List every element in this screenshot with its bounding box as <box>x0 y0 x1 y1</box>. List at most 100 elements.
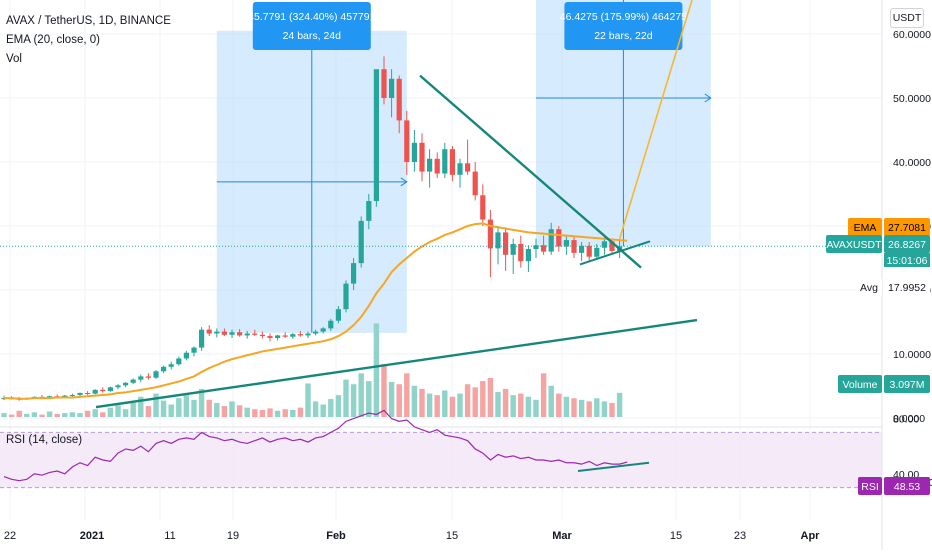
volume-bar <box>373 323 380 417</box>
candle <box>373 69 379 207</box>
candle-body <box>495 232 501 249</box>
volume-bar <box>350 384 357 417</box>
volume-bar <box>312 401 319 417</box>
candle-body <box>480 195 486 220</box>
volume-bar <box>335 395 342 417</box>
candle <box>434 152 440 178</box>
volume-bar <box>510 395 516 417</box>
volume-bar <box>502 388 509 417</box>
volume-bar <box>381 363 387 417</box>
candle-body <box>343 283 349 310</box>
symbol-badge-value: 26.8267 <box>888 239 926 251</box>
candle <box>518 235 524 268</box>
volume-bar <box>259 409 266 417</box>
candle-body <box>563 240 569 247</box>
measure-badge-line2: 22 bars, 22d <box>594 30 653 42</box>
countdown-badge-bg <box>884 253 930 267</box>
candle-body <box>77 393 83 395</box>
measure-badge <box>252 2 371 50</box>
legend-rsi[interactable]: RSI (14, close) <box>6 434 83 446</box>
candle <box>123 382 129 388</box>
candle-body <box>305 333 311 336</box>
volume-bar <box>31 412 38 417</box>
candle-body <box>541 245 547 252</box>
candle <box>214 328 220 338</box>
candle <box>556 226 562 252</box>
volume-bar <box>472 387 478 417</box>
volume-bar <box>183 395 190 417</box>
volume-bar <box>1 413 7 417</box>
volume-bar <box>16 410 22 417</box>
candle-body <box>442 149 448 174</box>
symbol-badge-label-bg <box>826 235 882 253</box>
volume-bar <box>244 407 250 417</box>
projection-arrow <box>618 0 693 240</box>
time-tick: Mar <box>552 530 572 542</box>
candle-body <box>586 245 592 257</box>
volume-bar <box>358 373 364 417</box>
volume-bar <box>236 405 243 417</box>
rsi-tick: 80.00 <box>893 414 919 426</box>
currency-button[interactable]: USDT <box>890 8 924 28</box>
price-tick: 60.0000 <box>893 29 931 41</box>
badge-layer: EMA 27.7081 AVAXUSDT 26.8267 15:01:06 Avg 17.9… <box>826 218 930 495</box>
volume-badge-label-bg <box>838 375 882 393</box>
resistance-trendline <box>419 74 642 269</box>
volume-bar <box>198 388 205 417</box>
candle-body <box>556 229 562 247</box>
candle-body <box>92 389 98 394</box>
time-tick: Feb <box>326 530 346 542</box>
candle <box>297 330 303 337</box>
ema-line <box>4 222 628 400</box>
measure-badge-line1: 45.7791 (324.40%) 457791 <box>248 11 375 23</box>
volume-bar <box>305 383 311 417</box>
volume-bar <box>39 414 45 417</box>
volume-bar <box>69 412 76 417</box>
volume-bar <box>46 411 53 417</box>
volume-bar <box>396 384 402 417</box>
candle <box>419 133 425 182</box>
candle <box>183 350 189 361</box>
time-tick: 23 <box>734 530 746 542</box>
candle <box>259 331 265 339</box>
candle-body <box>176 358 182 365</box>
candle <box>457 158 463 188</box>
avg-badge-value-bg <box>884 278 930 296</box>
countdown-badge: 15:01:06 <box>887 255 928 267</box>
volume-bar <box>586 401 592 417</box>
volume-bar <box>518 393 524 417</box>
drawing-layer <box>0 0 882 409</box>
measure-badge-line1: 46.4275 (175.99%) 464275 <box>560 11 687 23</box>
candle-body <box>396 78 402 121</box>
candle-body <box>389 78 395 98</box>
candle <box>594 243 600 260</box>
candle <box>153 370 159 379</box>
candle <box>366 194 372 230</box>
candle <box>335 306 341 324</box>
candle-body <box>373 69 379 202</box>
measure-layer: 45.7791 (324.40%) 457791 24 bars, 24d 46.4… <box>216 0 712 333</box>
legend-ema[interactable]: EMA (20, close, 0) <box>6 34 100 46</box>
ema-badge-label-bg <box>848 218 882 236</box>
candle-body <box>267 336 273 338</box>
volume-bar <box>130 402 136 417</box>
legend-vol[interactable]: Vol <box>6 53 22 65</box>
legend-symbol[interactable]: AVAX / TetherUS, 1D, BINANCE <box>6 15 171 27</box>
candle <box>107 386 113 392</box>
volume-bar <box>229 401 235 417</box>
volume-badge-label: Volume <box>842 379 877 391</box>
candle-body <box>313 331 319 334</box>
volume-bar <box>145 406 152 417</box>
rsi-badge-label: RSI <box>861 481 879 493</box>
volume-bar <box>388 381 395 417</box>
volume-bar <box>480 381 486 417</box>
volume-bar <box>609 402 615 417</box>
volume-bar <box>138 396 144 417</box>
volume-bar <box>556 393 562 417</box>
volume-bar <box>601 401 608 417</box>
volume-bar <box>540 373 547 417</box>
volume-bar <box>160 400 167 417</box>
volume-bar <box>122 409 129 417</box>
candle-body <box>366 201 372 221</box>
